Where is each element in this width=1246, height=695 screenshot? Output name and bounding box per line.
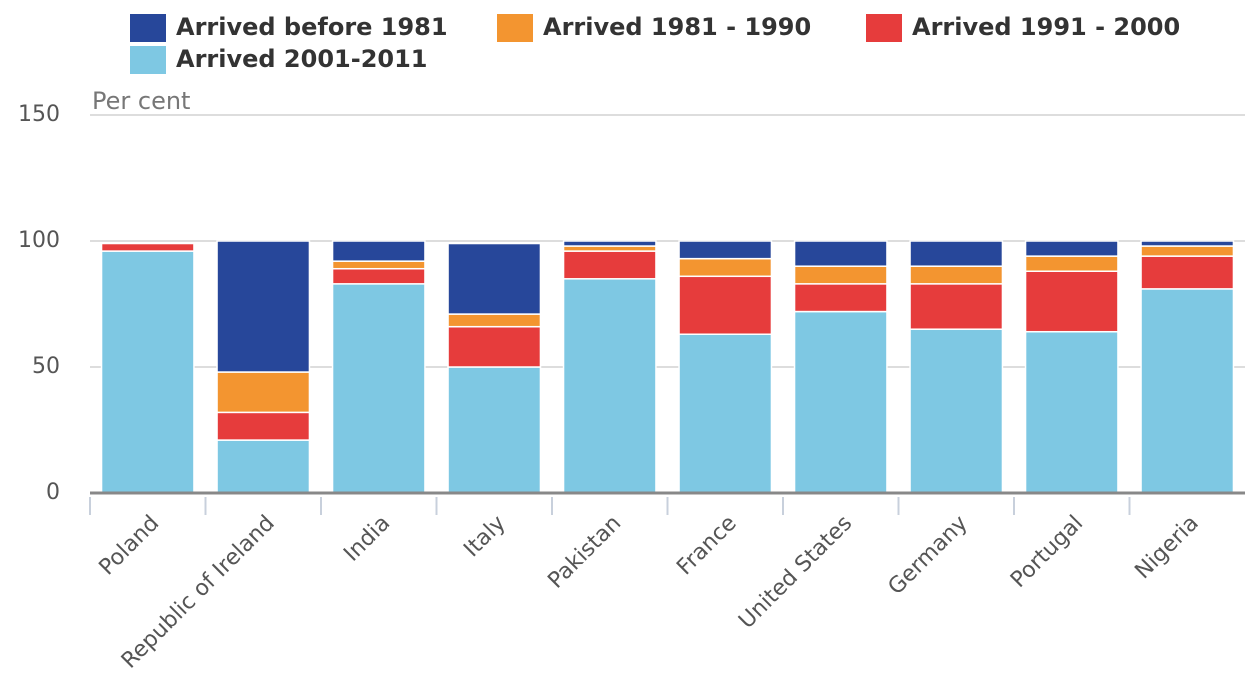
bar-segment	[1024, 255, 1119, 272]
legend-label: Arrived 2001-2011	[176, 45, 427, 73]
x-tick-label: Portugal	[1006, 511, 1088, 593]
bar-segment	[331, 240, 426, 262]
bar-segment	[1140, 255, 1235, 290]
x-tick-label: United States	[734, 511, 857, 634]
bar-segment	[331, 267, 426, 285]
y-axis-label: Per cent	[92, 87, 190, 115]
bar-segment	[562, 245, 657, 252]
bar-segment	[1024, 240, 1119, 257]
legend-swatch	[866, 14, 902, 42]
bar-segment	[216, 411, 311, 441]
bar-segment	[100, 242, 195, 252]
bar-segment	[678, 240, 773, 260]
x-tick-label: France	[672, 511, 741, 580]
bar-segment	[100, 250, 195, 494]
bar-segment	[1024, 330, 1119, 494]
bar-segment	[678, 275, 773, 335]
bar-segment	[216, 371, 311, 414]
bar-segment	[909, 265, 1004, 285]
bar-segment	[447, 313, 542, 328]
bar-segment	[1024, 270, 1119, 333]
y-tick-label: 0	[46, 480, 60, 505]
bar-segment	[909, 283, 1004, 330]
x-tick-label: Pakistan	[543, 511, 626, 594]
bar-segment	[331, 283, 426, 494]
x-tick-label: Nigeria	[1130, 511, 1203, 584]
bar-segment	[562, 250, 657, 280]
x-tick-label: Italy	[459, 511, 510, 562]
bar-segment	[447, 366, 542, 494]
y-tick-label: 50	[32, 354, 60, 379]
bar-segment	[216, 240, 311, 373]
bar-segment	[562, 240, 657, 247]
bar-segment	[793, 240, 888, 267]
x-tick-label: Germany	[884, 511, 973, 600]
bar-segment	[447, 242, 542, 315]
bar-segment	[447, 325, 542, 368]
y-tick-label: 100	[18, 228, 60, 253]
bar-segment	[331, 260, 426, 270]
x-tick-label: India	[339, 511, 395, 567]
bar-segment	[1140, 240, 1235, 247]
bar-segment	[1140, 245, 1235, 257]
bar-segment	[909, 328, 1004, 494]
bar-segment	[793, 283, 888, 313]
legend-label: Arrived 1981 - 1990	[543, 13, 811, 41]
x-tick-label: Poland	[95, 511, 165, 581]
bar-segment	[678, 257, 773, 278]
y-tick-label: 150	[18, 102, 60, 127]
legend-label: Arrived before 1981	[176, 13, 448, 41]
bar-segment	[216, 439, 311, 494]
bar-segment	[793, 265, 888, 285]
legend-swatch	[497, 14, 533, 42]
bar-segment	[562, 278, 657, 494]
legend-swatch	[130, 46, 166, 74]
bar-segment	[678, 333, 773, 494]
legend-label: Arrived 1991 - 2000	[912, 13, 1180, 41]
bar-segment	[909, 240, 1004, 267]
bar-segment	[1140, 288, 1235, 494]
bar-segment	[793, 310, 888, 494]
legend-swatch	[130, 14, 166, 42]
